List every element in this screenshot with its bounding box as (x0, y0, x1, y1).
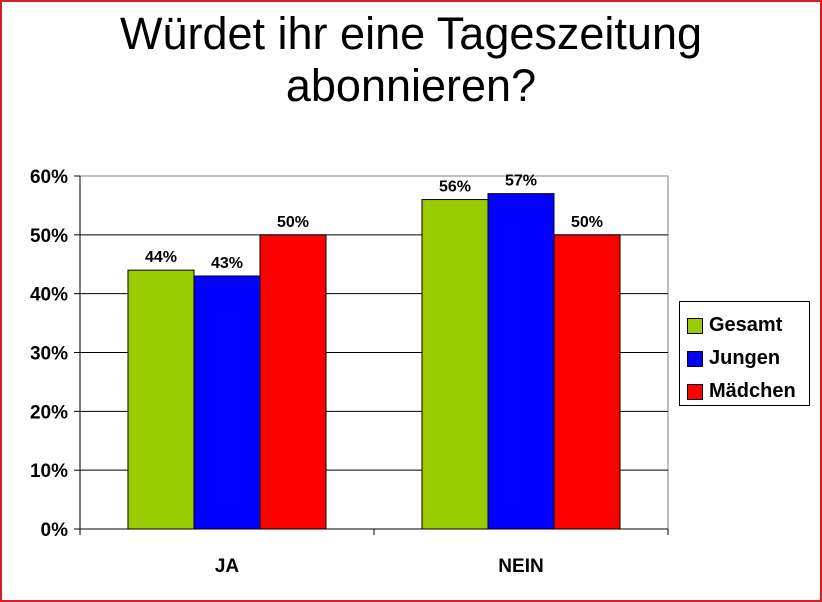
legend-swatch-maedchen (687, 383, 703, 400)
data-label: 57% (505, 173, 537, 190)
y-tick-label: 0% (41, 520, 69, 541)
legend-item-maedchen: Mädchen (680, 375, 809, 408)
chart-title: Würdet ihr eine Tageszeitung abonnieren? (2, 8, 820, 112)
legend-label-jungen: Jungen (709, 347, 781, 369)
bar-gesamt-nein (421, 199, 489, 530)
title-line-1: Würdet ihr eine Tageszeitung (119, 8, 702, 59)
legend-label-gesamt: Gesamt (709, 314, 783, 336)
x-category-label: NEIN (498, 556, 543, 577)
y-tick-label: 50% (30, 226, 68, 247)
legend-item-jungen: Jungen (680, 342, 809, 375)
title-line-2: abonnieren? (285, 60, 537, 111)
x-category-label: JA (215, 556, 240, 577)
data-label: 56% (439, 179, 471, 196)
y-tick-label: 30% (30, 344, 68, 365)
bar-mdchen-ja (259, 234, 327, 530)
legend-label-maedchen: Mädchen (709, 380, 796, 402)
y-tick-label: 20% (30, 402, 68, 423)
legend-swatch-gesamt (687, 317, 703, 334)
legend-swatch-jungen (687, 350, 703, 367)
data-label: 50% (571, 214, 603, 231)
y-tick-label: 40% (30, 285, 68, 306)
bar-gesamt-ja (127, 269, 195, 530)
bar-jungen-ja (193, 275, 261, 530)
y-tick-label: 60% (30, 167, 68, 188)
data-label: 43% (211, 255, 243, 272)
y-tick-label: 10% (30, 461, 68, 482)
data-label: 50% (277, 214, 309, 231)
bar-jungen-nein (487, 193, 555, 530)
bar-mdchen-nein (553, 234, 621, 530)
legend: Gesamt Jungen Mädchen (679, 301, 810, 406)
legend-item-gesamt: Gesamt (680, 309, 809, 342)
data-label: 44% (145, 249, 177, 266)
